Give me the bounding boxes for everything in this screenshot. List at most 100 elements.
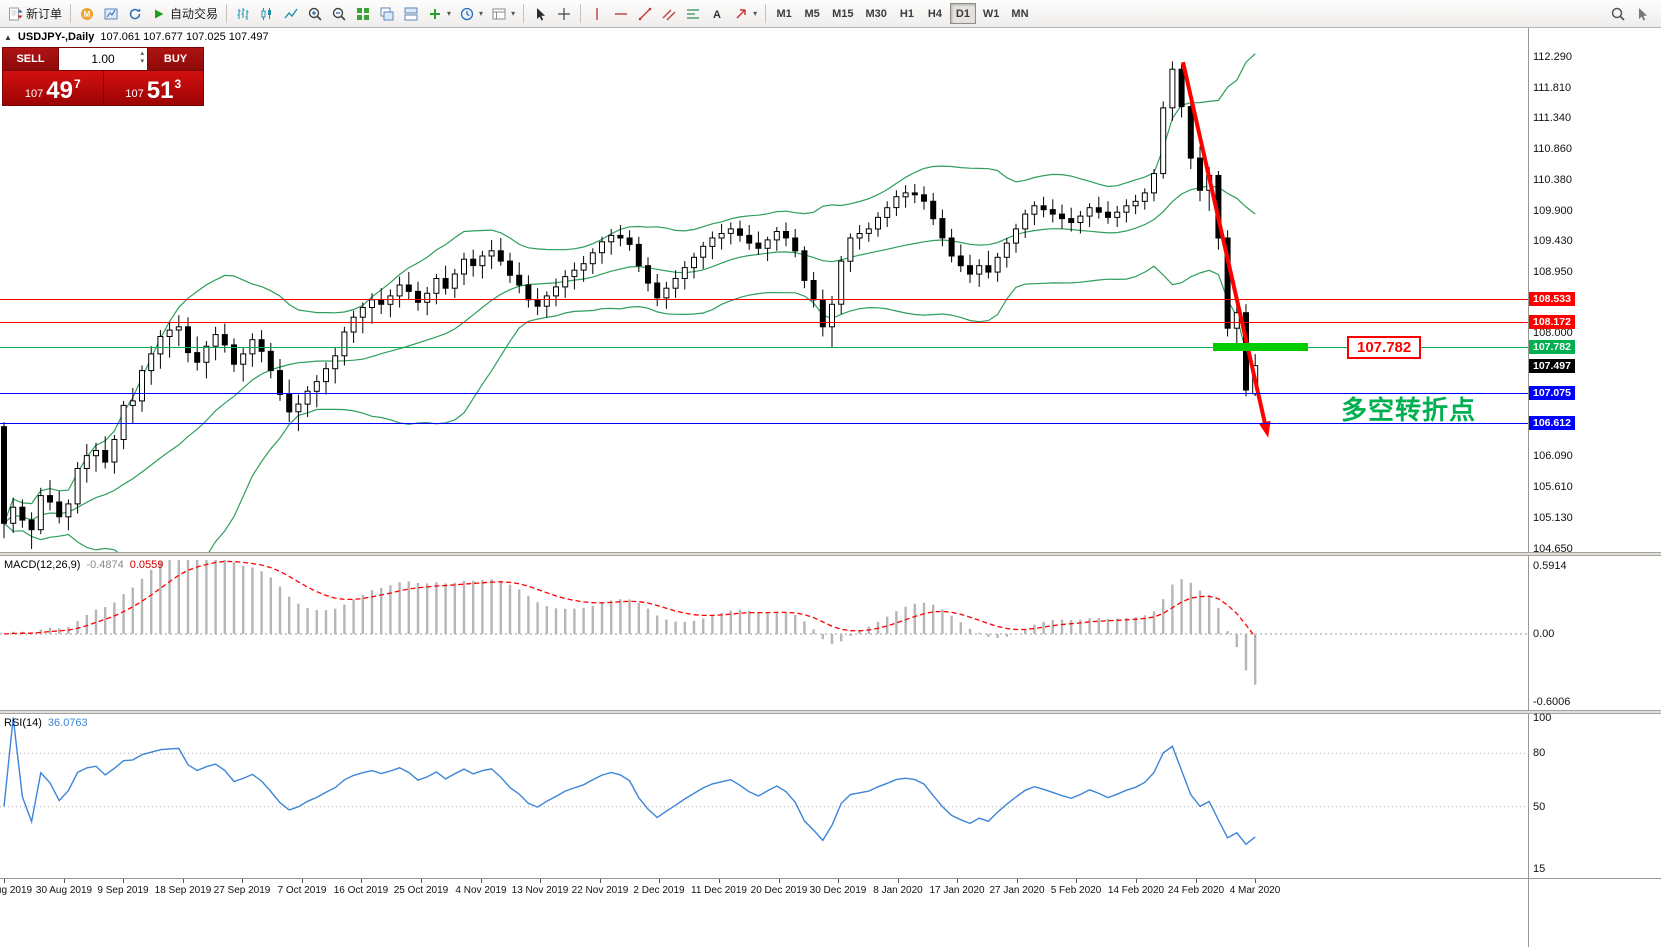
rsi-scale-label: 50 xyxy=(1533,801,1546,813)
channel-button[interactable] xyxy=(657,2,681,25)
price-tag: 107.497 xyxy=(1529,359,1575,373)
price-axis-tick: 111.340 xyxy=(1533,112,1572,124)
timeframe-D1-button[interactable]: D1 xyxy=(949,3,976,24)
zoom-out-button[interactable] xyxy=(327,2,351,25)
buy-price-button[interactable]: 107 51 3 xyxy=(103,71,203,105)
candle-chart-button[interactable] xyxy=(255,2,279,25)
time-axis-tick xyxy=(302,879,303,883)
cursor-icon xyxy=(537,7,546,20)
volume-spinner[interactable]: ▴ ▾ xyxy=(140,50,144,66)
refresh-button[interactable] xyxy=(123,2,147,25)
arrange-button[interactable] xyxy=(399,2,423,25)
main-chart-canvas[interactable] xyxy=(0,28,1528,552)
toolbar-separator xyxy=(226,4,228,23)
rsi-name: RSI(14) xyxy=(4,717,42,729)
timeframe-W1-button[interactable]: W1 xyxy=(978,3,1005,24)
charts-button[interactable] xyxy=(99,2,123,25)
time-axis-label: 27 Jan 2020 xyxy=(989,885,1045,896)
price-axis[interactable]: 112.290 111.810 111.340 110.860 110.380 109.9… xyxy=(1529,28,1661,878)
time-axis-tick xyxy=(183,879,184,883)
add-indicator-button[interactable]: ▾ xyxy=(423,2,455,25)
spinner-down-icon[interactable]: ▾ xyxy=(140,58,144,65)
panel-splitter-rsi[interactable] xyxy=(0,710,1661,714)
time-axis-tick xyxy=(1076,879,1077,883)
macd-canvas[interactable] xyxy=(0,556,1528,710)
zoom-in-button[interactable] xyxy=(303,2,327,25)
line-chart-button[interactable] xyxy=(279,2,303,25)
volume-value: 1.00 xyxy=(91,52,115,66)
candle-chart-icon xyxy=(261,7,272,20)
crosshair-icon xyxy=(558,7,571,20)
price-tag: 107.075 xyxy=(1529,386,1575,400)
time-axis-tick xyxy=(898,879,899,883)
rsi-label: RSI(14) 36.0763 xyxy=(4,717,88,729)
spinner-up-icon[interactable]: ▴ xyxy=(140,50,144,57)
auto-trading-button[interactable]: 自动交易 xyxy=(147,2,222,25)
panel-splitter-macd[interactable] xyxy=(0,552,1661,556)
horizontal-line-object[interactable] xyxy=(0,322,1528,323)
volume-field[interactable]: 1.00 ▴ ▾ xyxy=(59,48,147,70)
tile-windows-button[interactable] xyxy=(351,2,375,25)
timeframe-M1-button[interactable]: M1 xyxy=(771,3,797,24)
price-axis-tick: 111.810 xyxy=(1533,82,1572,94)
svg-text:M: M xyxy=(84,10,91,19)
cursor-button[interactable] xyxy=(528,2,552,25)
text-button[interactable]: A xyxy=(705,2,729,25)
arrows-button[interactable]: ▾ xyxy=(729,2,761,25)
toolbar-separator xyxy=(70,4,72,23)
main-toolbar: 新订单 M 自动交易 ▾ ▾ ▾ A ▾ M1 M5 M15 M30 H1 H4 D1 W1 MN xyxy=(0,0,1661,28)
new-order-label: 新订单 xyxy=(26,7,63,21)
crosshair-button[interactable] xyxy=(552,2,576,25)
horizontal-line-object[interactable] xyxy=(0,347,1528,348)
mql5-button[interactable]: M xyxy=(75,2,99,25)
time-axis-tick xyxy=(600,879,601,883)
timeframe-H1-button[interactable]: H1 xyxy=(894,3,920,24)
time-axis-tick xyxy=(481,879,482,883)
price-level-callout[interactable]: 107.782 xyxy=(1347,336,1422,359)
turning-point-annotation[interactable]: 多空转折点 xyxy=(1341,395,1477,425)
bar-chart-button[interactable] xyxy=(231,2,255,25)
sell-button[interactable]: SELL xyxy=(3,48,59,70)
dropdown-caret-icon: ▾ xyxy=(447,9,452,18)
new-order-button[interactable]: 新订单 xyxy=(3,2,66,25)
horizontal-line-object[interactable] xyxy=(0,299,1528,300)
timeframe-H4-button[interactable]: H4 xyxy=(922,3,948,24)
trendline-button[interactable] xyxy=(633,2,657,25)
price-axis-tick: 108.950 xyxy=(1533,266,1573,278)
one-click-collapse-icon[interactable]: ▲ xyxy=(4,32,12,42)
time-axis-label: 17 Jan 2020 xyxy=(929,885,985,896)
periods-button[interactable]: ▾ xyxy=(455,2,487,25)
support-zone-bar[interactable] xyxy=(1213,343,1308,351)
timeframe-M5-button[interactable]: M5 xyxy=(799,3,825,24)
vline-button[interactable] xyxy=(585,2,609,25)
templates-button[interactable]: ▾ xyxy=(487,2,519,25)
chart-header: ▲ USDJPY-,Daily 107.061 107.677 107.025 … xyxy=(4,31,269,43)
hline-button[interactable] xyxy=(609,2,633,25)
time-axis-label: 4 Mar 2020 xyxy=(1229,885,1281,896)
price-axis-tick: 108.000 xyxy=(1533,327,1573,339)
buy-button[interactable]: BUY xyxy=(147,48,203,70)
timeframe-MN-button[interactable]: MN xyxy=(1006,3,1033,24)
add-indicator-icon xyxy=(430,8,441,19)
timeframe-M30-button[interactable]: M30 xyxy=(861,3,892,24)
time-axis-tick xyxy=(1017,879,1018,883)
buy-price-prefix: 107 xyxy=(125,88,144,100)
cascade-button[interactable] xyxy=(375,2,399,25)
trade-panel-top-row: SELL 1.00 ▴ ▾ BUY xyxy=(3,48,203,70)
text-icon: A xyxy=(713,9,721,21)
fibonacci-button[interactable] xyxy=(681,2,705,25)
pointer-button[interactable] xyxy=(1630,2,1654,25)
horizontal-line-object[interactable] xyxy=(0,423,1528,424)
timeframe-M15-button[interactable]: M15 xyxy=(827,3,858,24)
rsi-canvas[interactable] xyxy=(0,714,1528,878)
time-axis-tick xyxy=(1255,879,1256,883)
buy-price-big: 51 xyxy=(146,77,174,104)
sell-price-button[interactable]: 107 49 7 xyxy=(3,71,104,105)
time-axis-label: 27 Sep 2019 xyxy=(213,885,271,896)
dropdown-caret-icon: ▾ xyxy=(753,9,758,18)
search-button[interactable] xyxy=(1606,2,1630,25)
vline-icon xyxy=(596,7,598,20)
price-axis-tick: 110.860 xyxy=(1533,143,1572,155)
horizontal-line-object[interactable] xyxy=(0,393,1528,394)
